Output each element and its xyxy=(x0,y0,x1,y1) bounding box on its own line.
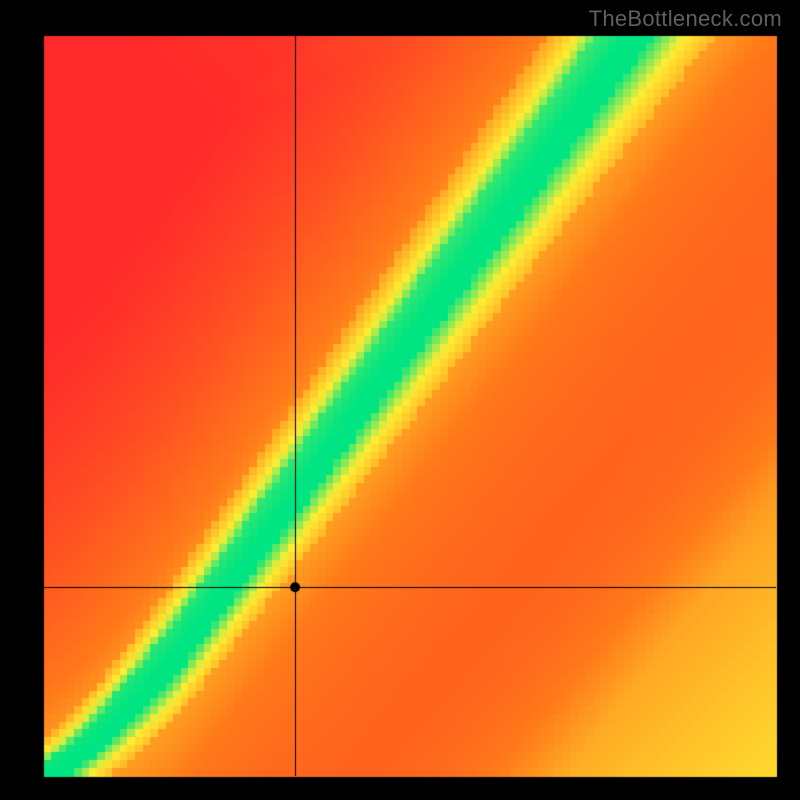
heatmap-canvas xyxy=(0,0,800,800)
watermark: TheBottleneck.com xyxy=(589,6,782,32)
chart-container: TheBottleneck.com xyxy=(0,0,800,800)
